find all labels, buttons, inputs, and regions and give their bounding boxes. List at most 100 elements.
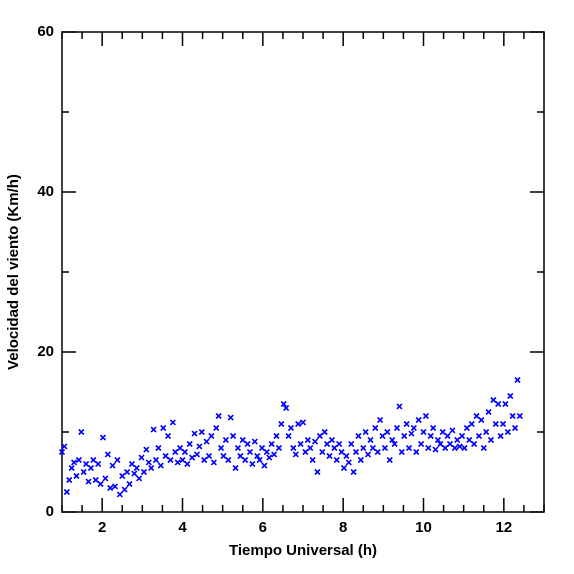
data-point: [468, 420, 475, 428]
data-point: [360, 444, 367, 452]
y-tick-label: 0: [46, 503, 54, 520]
data-point: [164, 432, 172, 440]
data-point: [458, 432, 466, 440]
data-point: [487, 436, 495, 444]
data-point: [148, 464, 155, 472]
data-point: [251, 438, 258, 445]
data-point: [425, 444, 432, 452]
data-point: [143, 446, 150, 453]
data-point: [189, 454, 196, 461]
data-point: [299, 419, 307, 426]
data-point: [403, 420, 410, 428]
data-point: [393, 424, 401, 432]
data-point: [485, 408, 492, 416]
x-tick-label: 4: [178, 519, 187, 536]
x-axis-label: Tiempo Universal (h): [229, 542, 377, 559]
data-point: [256, 456, 263, 464]
data-point: [432, 446, 439, 453]
data-point: [160, 424, 167, 432]
data-point: [333, 456, 340, 464]
data-point: [311, 438, 319, 445]
data-point: [90, 456, 97, 464]
data-point: [405, 444, 413, 452]
data-point: [280, 400, 287, 408]
data-point: [275, 444, 282, 452]
data-point: [111, 483, 119, 490]
data-point: [174, 459, 181, 466]
data-point: [58, 448, 66, 456]
data-point: [473, 412, 480, 420]
data-point: [471, 440, 478, 448]
data-point: [319, 448, 326, 456]
data-point: [220, 452, 227, 460]
data-point: [85, 478, 92, 485]
data-point: [104, 451, 111, 458]
data-point: [283, 404, 290, 412]
data-point: [263, 448, 270, 456]
data-point: [116, 491, 123, 498]
data-point: [172, 448, 179, 456]
data-point: [73, 472, 80, 480]
data-point: [237, 452, 244, 460]
data-point: [124, 468, 131, 476]
data-point: [181, 448, 188, 456]
data-point: [246, 448, 254, 456]
data-point: [198, 428, 205, 436]
data-point: [398, 448, 405, 456]
data-point: [302, 448, 309, 456]
data-point: [418, 440, 425, 448]
data-point: [258, 444, 266, 452]
data-point: [516, 412, 523, 420]
data-point: [386, 456, 393, 464]
data-point: [372, 424, 379, 432]
data-point: [261, 462, 268, 469]
data-point: [348, 440, 355, 448]
data-point: [285, 432, 292, 440]
data-point: [203, 438, 210, 445]
data-point: [215, 412, 222, 420]
data-point: [184, 460, 191, 468]
data-point: [314, 468, 321, 476]
data-point: [230, 432, 237, 440]
data-point: [309, 456, 316, 464]
data-point: [340, 464, 348, 472]
data-point: [254, 452, 261, 460]
data-point: [451, 444, 458, 452]
data-point: [205, 452, 213, 460]
data-point: [463, 424, 470, 432]
data-point: [439, 428, 446, 436]
data-point: [420, 428, 427, 436]
data-point: [268, 440, 275, 448]
data-point: [92, 476, 99, 484]
data-point: [514, 376, 521, 384]
data-point: [410, 424, 417, 432]
data-point: [131, 470, 138, 477]
data-point: [401, 432, 408, 440]
data-point: [109, 462, 116, 469]
data-point: [413, 448, 420, 456]
data-point: [133, 464, 140, 472]
data-point: [271, 451, 278, 458]
data-point: [80, 468, 87, 476]
data-point: [316, 432, 323, 440]
data-point: [140, 468, 148, 476]
x-tick-label: 2: [98, 519, 106, 536]
data-point: [374, 448, 381, 456]
data-point: [213, 424, 220, 432]
data-point: [186, 440, 193, 448]
data-point: [507, 392, 514, 400]
data-point: [321, 428, 328, 436]
data-point: [365, 451, 372, 458]
data-point: [367, 436, 374, 444]
data-point: [227, 414, 234, 421]
data-point: [63, 488, 70, 496]
data-point: [196, 443, 203, 450]
data-point: [379, 432, 386, 440]
data-point: [430, 424, 437, 432]
data-point: [328, 436, 335, 444]
data-point: [502, 400, 509, 408]
data-point: [169, 419, 176, 426]
data-point: [444, 432, 451, 440]
data-point: [145, 459, 152, 466]
